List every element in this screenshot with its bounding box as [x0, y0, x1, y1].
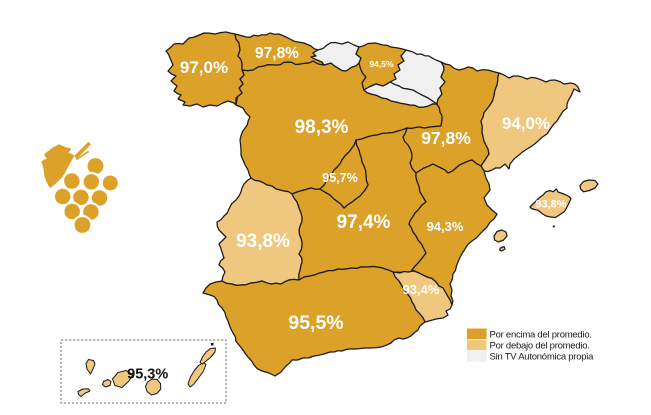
svg-text:95,5%: 95,5% — [288, 312, 343, 334]
svg-text:Por debajo del promedio.: Por debajo del promedio. — [490, 341, 590, 352]
svg-text:93,4%: 93,4% — [403, 282, 440, 297]
svg-text:97,0%: 97,0% — [180, 58, 228, 77]
svg-text:93,8%: 93,8% — [535, 199, 566, 211]
svg-text:97,8%: 97,8% — [421, 128, 471, 148]
svg-text:97,8%: 97,8% — [255, 45, 299, 62]
svg-text:Sin TV Autonómica propia: Sin TV Autonómica propia — [490, 351, 595, 362]
svg-text:Por encima del promedio.: Por encima del promedio. — [490, 330, 592, 341]
svg-text:94,3%: 94,3% — [427, 219, 464, 234]
svg-text:93,8%: 93,8% — [236, 231, 290, 252]
svg-text:94,5%: 94,5% — [369, 59, 394, 69]
svg-text:95,7%: 95,7% — [322, 171, 357, 185]
svg-text:95,3%: 95,3% — [127, 367, 168, 383]
svg-text:94,0%: 94,0% — [502, 114, 550, 133]
svg-text:97,4%: 97,4% — [337, 212, 391, 233]
svg-text:98,3%: 98,3% — [295, 117, 349, 138]
